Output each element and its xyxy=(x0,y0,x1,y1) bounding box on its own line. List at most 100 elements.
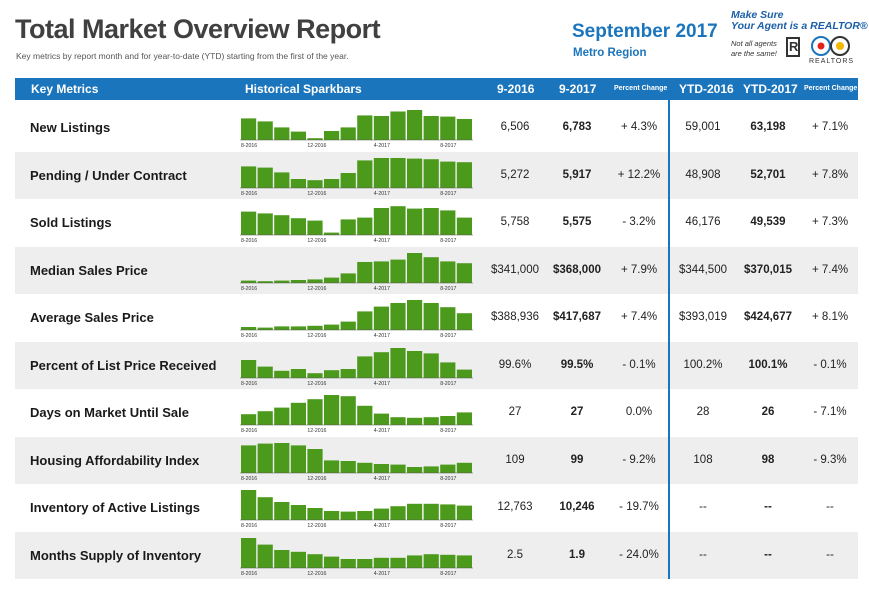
sparkbar xyxy=(241,359,257,378)
sparkbar xyxy=(440,210,456,235)
sparkbar xyxy=(456,119,472,140)
sparkbar-tick-label: 8-2016 xyxy=(241,428,257,434)
sparkbar-tick-label: 12-2016 xyxy=(307,238,326,244)
sparkbar xyxy=(423,256,439,283)
metric-label: Median Sales Price xyxy=(30,262,148,278)
sparkbar xyxy=(290,131,306,140)
value-ytd-2016: 28 xyxy=(696,406,710,418)
sparkbar xyxy=(274,127,290,140)
sparkbar-tick-label: 4-2017 xyxy=(374,143,390,149)
sparkbar xyxy=(340,272,356,283)
sparkbar xyxy=(290,218,306,235)
value-percent-change: + 7.9% xyxy=(620,263,658,276)
sparkbar xyxy=(357,355,373,378)
sparkbar xyxy=(440,416,456,425)
sparkbar-chart: 8-2016 12-2016 4-2017 8-2017 xyxy=(240,347,473,387)
sparkbar-tick-label: 12-2016 xyxy=(307,286,326,292)
value-ytd-percent-change: + 7.8% xyxy=(811,168,849,181)
sparkbar xyxy=(257,213,273,235)
sparkbar-tick-label: 8-2016 xyxy=(241,476,257,482)
table-row: Housing Affordability Index 8-2016 12-2016… xyxy=(15,436,858,484)
sparkbar xyxy=(357,159,373,188)
table-header: Key Metrics Historical Sparkbars 9-2016 … xyxy=(15,78,858,100)
sparkbar-chart: 8-2016 12-2016 4-2017 8-2017 xyxy=(240,395,473,434)
sparkbar xyxy=(257,497,273,520)
sparkbar xyxy=(307,553,323,568)
sparkbar xyxy=(423,116,439,140)
sparkbar xyxy=(423,417,439,425)
metric-label: Days on Market Until Sale xyxy=(30,405,189,420)
value-month-2017: $417,687 xyxy=(553,311,601,323)
sparkbar xyxy=(456,313,472,330)
sparkbar xyxy=(307,372,323,378)
sparkbar-tick-label: 8-2017 xyxy=(440,428,456,434)
value-ytd-percent-change: -- xyxy=(826,501,834,513)
metric-label: Pending / Under Contract xyxy=(30,167,187,183)
sparkbar-tick-label: 8-2017 xyxy=(440,381,456,387)
sparkbar xyxy=(241,537,257,568)
value-month-2017: 5,917 xyxy=(562,168,592,181)
sparkbar-tick-label: 4-2017 xyxy=(374,333,390,339)
sparkbar xyxy=(324,459,340,473)
sparkbar xyxy=(274,549,290,568)
sparkbar xyxy=(407,252,423,283)
sparkbar xyxy=(357,462,373,473)
sparkbar xyxy=(440,361,456,378)
sparkbar xyxy=(324,178,340,188)
sparkbar xyxy=(390,303,406,330)
table-row: Average Sales Price 8-2016 12-2016 4-2017 8-… xyxy=(15,294,858,341)
sparkbar-tick-label: 8-2016 xyxy=(241,286,257,292)
sparkbar xyxy=(274,215,290,235)
value-ytd-2016: 48,908 xyxy=(685,168,721,181)
value-ytd-percent-change: - 9.3% xyxy=(813,453,847,466)
sparkbar xyxy=(440,504,456,520)
sparkbar xyxy=(307,325,323,330)
sparkbar xyxy=(407,503,423,520)
sparkbar-tick-label: 12-2016 xyxy=(307,428,326,434)
sparkbar xyxy=(257,411,273,425)
value-ytd-2017: $424,677 xyxy=(744,311,792,323)
report-region: Metro Region xyxy=(573,47,647,59)
sparkbar xyxy=(456,554,472,568)
sparkbar xyxy=(340,396,356,425)
sparkbar-chart: 8-2016 12-2016 4-2017 8-2017 xyxy=(240,206,473,244)
report-subtitle: Key metrics by report month and for year… xyxy=(16,51,349,61)
value-ytd-percent-change: + 8.1% xyxy=(811,311,849,323)
sparkbar-chart: 8-2016 12-2016 4-2017 8-2017 xyxy=(240,300,473,339)
sparkbar xyxy=(390,157,406,188)
sparkbar-tick-label: 12-2016 xyxy=(307,381,326,387)
sparkbar xyxy=(307,278,323,283)
report-month: September 2017 xyxy=(572,21,718,42)
sparkbar xyxy=(274,502,290,520)
sparkbar xyxy=(373,306,389,330)
value-percent-change: - 19.7% xyxy=(619,501,659,513)
sparkbar xyxy=(357,558,373,568)
col-ytd-2017: YTD-2017 xyxy=(743,82,798,96)
sparkbar xyxy=(456,262,472,283)
sparkbar xyxy=(407,208,423,235)
sparkbar xyxy=(241,118,257,140)
table-row: Median Sales Price 8-2016 12-2016 4-2017 8-2… xyxy=(15,246,858,294)
sparkbar xyxy=(340,558,356,568)
sparkbar xyxy=(357,217,373,235)
sparkbar xyxy=(440,260,456,283)
sparkbar xyxy=(357,261,373,283)
sparkbar xyxy=(307,138,323,140)
col-ytd-2016: YTD-2016 xyxy=(679,82,734,96)
value-ytd-2017: 26 xyxy=(761,406,775,418)
value-month-2017: 99 xyxy=(570,453,584,466)
value-month-2017: 99.5% xyxy=(560,358,594,371)
sparkbar-chart: 8-2016 12-2016 4-2017 8-2017 xyxy=(240,252,473,292)
promo-line-4: are the same! xyxy=(731,49,777,58)
sparkbar xyxy=(373,157,389,188)
sparkbar xyxy=(423,553,439,568)
sparkbar xyxy=(241,444,257,473)
col-month-2016: 9-2016 xyxy=(497,82,535,96)
value-percent-change: - 24.0% xyxy=(619,548,659,561)
value-month-2017: 5,575 xyxy=(562,216,592,228)
metric-label: Percent of List Price Received xyxy=(30,357,217,373)
sparkbar xyxy=(241,165,257,188)
sparkbar xyxy=(440,307,456,330)
col-key-metrics: Key Metrics xyxy=(31,82,99,96)
sparkbar-chart: 8-2016 12-2016 4-2017 8-2017 xyxy=(240,110,473,149)
